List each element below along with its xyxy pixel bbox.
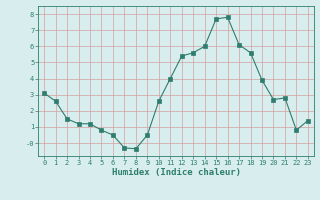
X-axis label: Humidex (Indice chaleur): Humidex (Indice chaleur) (111, 168, 241, 177)
